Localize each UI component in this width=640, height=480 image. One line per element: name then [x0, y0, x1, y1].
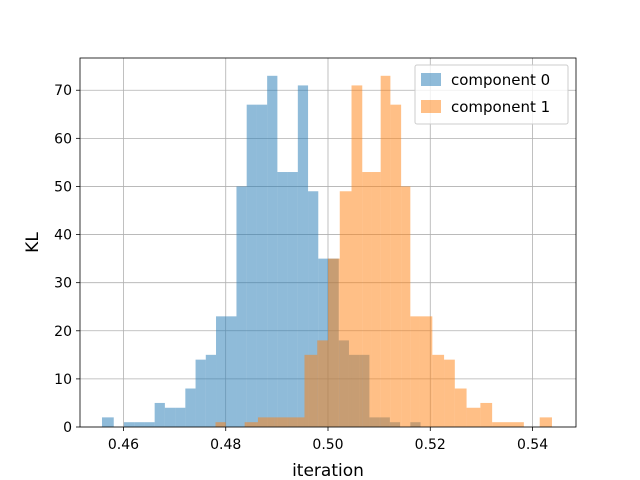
- x-tick-label: 0.54: [517, 437, 548, 453]
- x-axis-label: iteration: [292, 461, 364, 480]
- histogram-bar: [144, 422, 155, 427]
- histogram-bar: [267, 75, 278, 427]
- legend-frame: [414, 64, 569, 125]
- histogram-bar: [444, 359, 455, 427]
- histogram-bar: [410, 316, 420, 427]
- histogram-bar: [289, 417, 305, 427]
- histogram-bar: [134, 422, 145, 427]
- y-tick-label: 50: [54, 179, 72, 195]
- histogram-bar: [380, 75, 391, 427]
- histogram-bar: [154, 402, 165, 427]
- histogram-bar: [246, 104, 257, 427]
- histogram-bar: [257, 417, 275, 427]
- histogram-bar: [419, 316, 433, 427]
- histogram-bar: [226, 316, 237, 427]
- histogram-bar: [297, 85, 309, 427]
- histogram-bar: [123, 422, 135, 427]
- histogram-bar: [351, 85, 363, 427]
- histogram-bar: [317, 340, 328, 427]
- histogram-bar: [256, 104, 268, 427]
- y-tick-label: 40: [54, 228, 72, 244]
- histogram-bar: [287, 172, 298, 427]
- y-tick-label: 0: [63, 420, 72, 436]
- histogram-bar: [390, 104, 402, 427]
- axes: 0.46 0.48 0.50 0.52 0.54 0 10 20 30 40 50 60 70: [54, 57, 577, 453]
- histogram-bar: [466, 407, 481, 427]
- histogram-bar: [339, 191, 352, 427]
- legend-swatch-component-1: [421, 100, 441, 113]
- legend-swatch-component-0: [421, 73, 441, 86]
- histogram-bar: [185, 388, 196, 427]
- histogram-bar: [492, 422, 524, 427]
- x-tick-label: 0.52: [415, 437, 446, 453]
- y-tick-label: 70: [54, 83, 72, 99]
- y-tick-label: 20: [54, 324, 72, 340]
- grid-lines: [80, 58, 576, 428]
- histogram-bar: [539, 417, 552, 427]
- histogram-bar: [304, 354, 318, 427]
- histogram-bar: [328, 258, 340, 427]
- y-tick-label: 10: [54, 372, 72, 388]
- histogram-bar: [164, 407, 176, 427]
- x-tick-label: 0.46: [108, 437, 139, 453]
- histogram-bar: [175, 407, 186, 427]
- histogram-bar: [274, 417, 290, 427]
- histogram-bar: [236, 186, 247, 427]
- legend-label-component-0: component 0: [451, 71, 550, 89]
- histogram-bar: [216, 316, 227, 427]
- histogram-bar: [454, 388, 467, 427]
- y-axis-label: KL: [23, 232, 43, 253]
- histogram-bar: [244, 422, 258, 427]
- histogram-bar: [432, 354, 445, 427]
- histogram-bar: [371, 172, 381, 427]
- histogram-bar: [480, 402, 493, 427]
- x-tick-label: 0.50: [312, 437, 343, 453]
- legend: component 0 component 1: [414, 64, 569, 125]
- series-1: [215, 75, 552, 427]
- histogram-bar: [277, 172, 288, 427]
- legend-label-component-1: component 1: [451, 98, 550, 116]
- histogram-bars: [101, 75, 552, 427]
- histogram-bar: [215, 422, 226, 427]
- y-tick-label: 30: [54, 276, 72, 292]
- histogram-bar: [308, 191, 319, 427]
- histogram-bar: [101, 417, 114, 427]
- histogram-bar: [362, 172, 372, 427]
- histogram-bar: [195, 359, 206, 427]
- x-tick-label: 0.48: [210, 437, 241, 453]
- histogram-bar: [401, 186, 411, 427]
- y-tick-label: 60: [54, 131, 72, 147]
- histogram-bar: [205, 354, 217, 427]
